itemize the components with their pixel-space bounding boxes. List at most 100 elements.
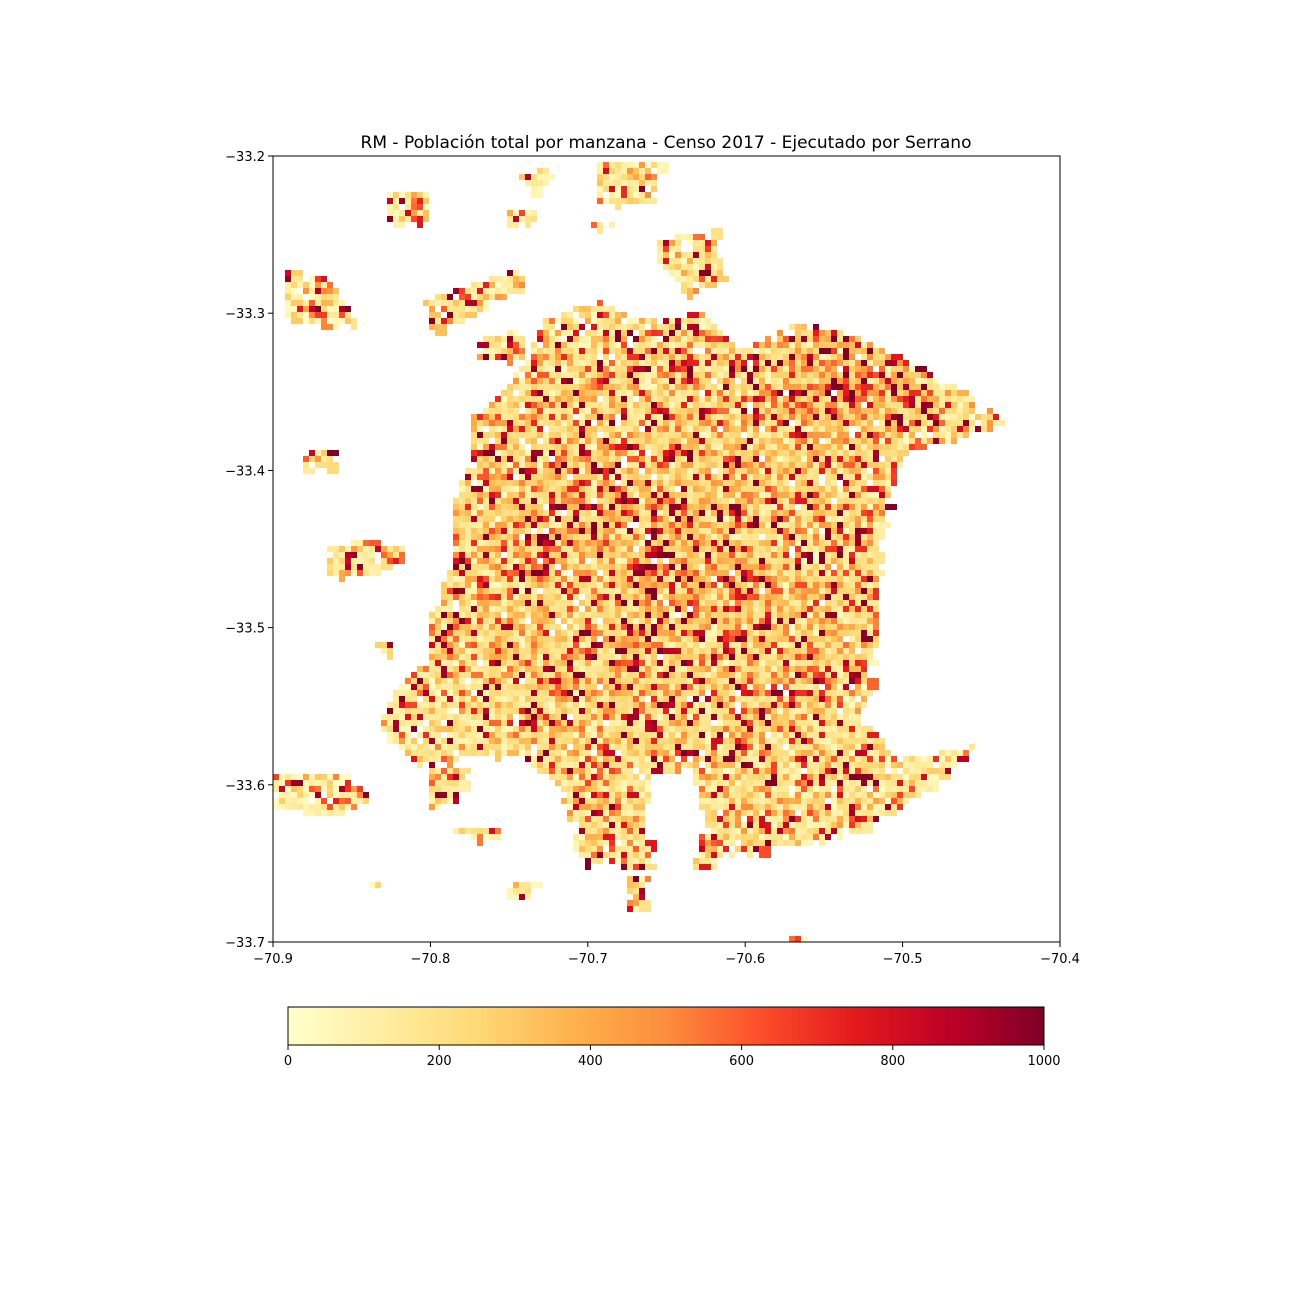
census-block (597, 222, 603, 234)
census-block (687, 480, 693, 486)
census-block (525, 516, 531, 522)
census-block (621, 186, 627, 192)
census-block (921, 396, 927, 402)
census-block (849, 402, 855, 408)
census-block (765, 432, 771, 438)
census-block (591, 522, 597, 528)
census-block (687, 684, 693, 690)
census-block (795, 438, 801, 444)
census-block (933, 426, 939, 432)
census-block (675, 252, 681, 258)
census-block (633, 390, 639, 396)
census-block (561, 546, 567, 552)
census-block (837, 654, 843, 660)
census-block (609, 642, 615, 648)
census-block (591, 396, 597, 402)
census-block (801, 702, 807, 714)
census-block (777, 528, 783, 534)
census-block (597, 336, 603, 342)
census-block (555, 468, 561, 474)
census-block (951, 426, 957, 432)
census-block (555, 414, 561, 420)
census-block (627, 498, 633, 504)
census-block (831, 696, 837, 702)
census-block (633, 576, 639, 582)
census-block (957, 420, 963, 426)
census-block (441, 594, 447, 600)
census-block (345, 546, 351, 552)
census-block (819, 396, 825, 402)
census-block (519, 684, 525, 690)
census-block (417, 198, 423, 204)
census-block (627, 666, 633, 672)
census-block (597, 696, 603, 702)
census-block (867, 642, 873, 648)
census-block (759, 522, 765, 528)
census-block (513, 288, 525, 294)
census-block (693, 258, 699, 264)
census-block (507, 714, 513, 720)
census-block (531, 420, 537, 426)
census-block (435, 294, 441, 300)
census-block (795, 696, 801, 702)
census-block (753, 402, 759, 408)
census-block (705, 516, 711, 522)
census-block (753, 354, 759, 360)
census-block (843, 348, 849, 360)
census-block (735, 450, 741, 456)
census-block (525, 672, 531, 678)
census-block (705, 438, 711, 444)
census-block (819, 336, 825, 342)
census-block (531, 618, 537, 624)
census-block (561, 702, 567, 708)
census-block (525, 510, 531, 516)
census-block (681, 624, 693, 630)
census-block (579, 438, 585, 444)
census-block (603, 660, 609, 666)
census-block (837, 522, 843, 528)
census-block (375, 642, 387, 648)
census-block (849, 576, 855, 582)
census-block (561, 552, 567, 558)
census-block (495, 600, 501, 606)
census-block (633, 186, 639, 192)
census-block (495, 678, 501, 684)
census-block (741, 444, 747, 450)
census-block (801, 474, 807, 480)
census-block (603, 456, 609, 462)
census-block (843, 504, 849, 510)
census-block (765, 426, 771, 432)
census-block (621, 558, 627, 564)
census-block (903, 402, 909, 408)
census-block (753, 372, 759, 378)
census-block (513, 666, 519, 672)
census-block (783, 600, 789, 606)
census-block (453, 288, 459, 294)
census-block (465, 630, 471, 636)
census-block (693, 504, 699, 510)
census-block (957, 426, 963, 432)
census-block (555, 588, 561, 594)
census-block (837, 414, 843, 420)
census-block (543, 594, 549, 600)
census-block (879, 492, 885, 498)
census-block (765, 360, 771, 366)
census-block (639, 444, 645, 450)
census-block (675, 504, 681, 510)
census-block (495, 714, 501, 720)
census-block (495, 474, 501, 480)
census-block (741, 678, 747, 684)
census-block (591, 708, 597, 714)
census-block (543, 690, 549, 696)
census-block (681, 258, 687, 264)
census-block (669, 390, 675, 396)
census-block (741, 582, 747, 588)
census-block (687, 534, 693, 540)
census-block (759, 594, 765, 600)
census-block (525, 714, 531, 720)
census-block (729, 714, 735, 720)
census-block (513, 690, 519, 696)
census-block (795, 606, 801, 612)
census-block (807, 534, 813, 540)
census-block (759, 402, 765, 408)
